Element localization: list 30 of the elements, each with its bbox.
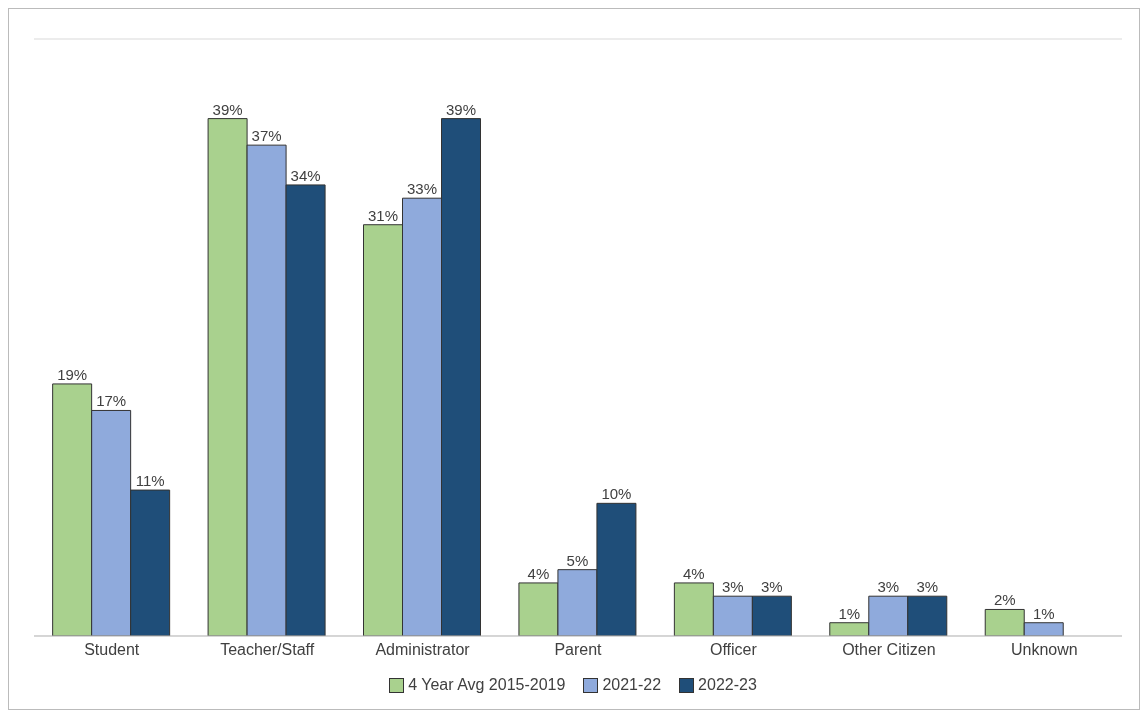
data-label: 39% [212, 100, 243, 118]
data-label: 3% [722, 578, 744, 596]
data-label: 1% [1032, 604, 1055, 622]
data-label: 31% [367, 206, 399, 224]
data-label: 33% [406, 180, 438, 198]
data-label: 1% [838, 604, 861, 622]
data-label: 37% [251, 127, 282, 145]
x-tick-label: Unknown [1010, 641, 1078, 659]
data-label: 3% [877, 578, 900, 596]
data-label: 5% [566, 551, 589, 569]
x-tick-label: Administrator [375, 641, 471, 659]
x-tick-label: Other Citizen [842, 641, 936, 659]
legend-label: 4 Year Avg 2015-2019 [408, 676, 566, 694]
data-label: 34% [290, 166, 321, 184]
data-label: 17% [96, 392, 127, 410]
data-label: 19% [57, 365, 88, 383]
data-label: 2% [993, 591, 1016, 609]
data-label: 3% [761, 578, 783, 596]
data-label: 39% [445, 100, 477, 118]
data-label: 10% [601, 485, 632, 503]
data-label: 4% [527, 564, 550, 582]
x-tick-label: Officer [710, 641, 758, 659]
data-label: 3% [916, 578, 939, 596]
x-tick-label: Student [84, 641, 140, 659]
x-tick-label: Teacher/Staff [220, 641, 315, 659]
data-label: 4% [683, 564, 705, 582]
legend-label: 2021-22 [602, 676, 662, 694]
data-label: 11% [135, 472, 165, 490]
legend-label: 2022-23 [698, 676, 757, 694]
x-tick-label: Parent [554, 641, 603, 659]
